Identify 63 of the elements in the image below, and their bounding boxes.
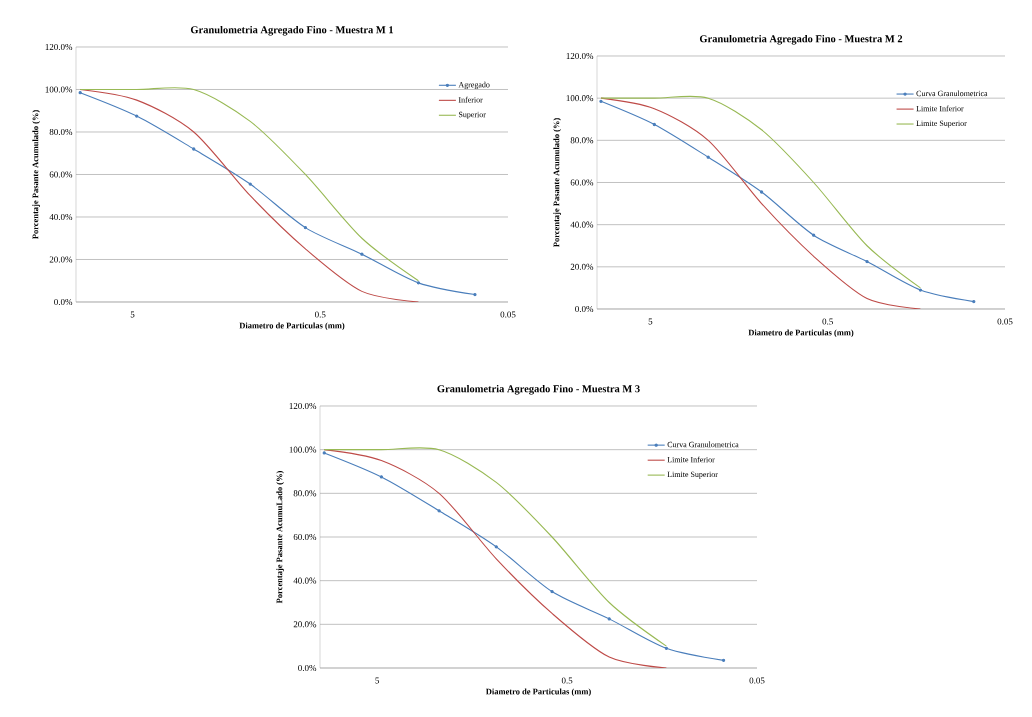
point (416, 281, 421, 285)
point (550, 589, 554, 594)
y-tick-label: 120.0% (289, 402, 317, 410)
point (972, 299, 976, 304)
point (322, 451, 326, 455)
x-tick-label: 0.5 (822, 318, 833, 325)
y-tick-label: 60.0% (570, 179, 594, 186)
point (664, 646, 669, 650)
y-tick-label: 120.0% (566, 52, 594, 60)
y-tick-label: 0.0% (54, 298, 73, 306)
y-tick-label: 80.0% (293, 490, 317, 497)
point (379, 475, 384, 479)
y-tick-label: 100.0% (45, 86, 73, 93)
chart-title: Granulometria Agregado Fino - Muestra M 2 (699, 34, 903, 45)
y-axis-title: Porcentaje Pasante AcumuLado (%) (276, 471, 284, 604)
point (865, 259, 869, 264)
chart-title: Granulometria Agregado Fino - Muestra M 1 (190, 25, 394, 36)
x-tick-label: 5 (130, 311, 135, 318)
x-axis-title: Diametro de Particulas (mm) (485, 688, 591, 697)
x-tick-label: 5 (375, 677, 380, 684)
x-tick-label: 0.05 (500, 311, 516, 318)
point (918, 288, 923, 292)
point (599, 99, 603, 103)
y-tick-label: 40.0% (570, 221, 594, 228)
y-tick-label: 80.0% (49, 128, 73, 136)
point (721, 658, 726, 662)
y-axis-title: Porcentaje Pasante Acumulado (%) (32, 110, 40, 240)
point (135, 114, 139, 118)
y-tick-label: 100.0% (566, 95, 594, 102)
y-axis-title: Porcentaje Pasante Acumulado (%) (553, 118, 561, 248)
y-tick-label: 20.0% (49, 256, 73, 263)
point (78, 91, 82, 95)
point (759, 190, 764, 194)
y-tick-label: 40.0% (293, 577, 317, 584)
x-tick-label: 5 (648, 318, 653, 325)
y-tick-label: 20.0% (570, 263, 594, 270)
y-tick-label: 40.0% (49, 213, 73, 221)
point (248, 182, 252, 186)
x-tick-label: 0.05 (997, 318, 1013, 325)
y-tick-label: 60.0% (293, 533, 317, 541)
x-tick-label: 0.5 (561, 677, 573, 684)
x-tick-label: 0.5 (315, 311, 326, 318)
point (303, 225, 308, 230)
x-axis-title: Diametro de Particulas (mm) (748, 329, 854, 338)
point (473, 292, 477, 297)
x-tick-label: 0.05 (749, 677, 765, 684)
point (192, 147, 196, 151)
point (652, 122, 656, 127)
point (494, 545, 498, 549)
point (706, 155, 710, 159)
point (360, 252, 364, 256)
y-tick-label: 0.0% (575, 305, 594, 313)
x-axis-title: Diametro de Particulas (mm) (239, 322, 345, 331)
y-tick-label: 120.0% (45, 43, 73, 51)
y-tick-label: 60.0% (49, 171, 73, 178)
y-tick-label: 80.0% (570, 137, 594, 144)
point (812, 233, 816, 237)
point (437, 509, 441, 513)
chart-title: Granulometria Agregado Fino - Muestra M 3 (437, 384, 640, 395)
y-tick-label: 0.0% (298, 664, 317, 672)
point (607, 617, 611, 621)
y-tick-label: 20.0% (293, 621, 317, 628)
y-tick-label: 100.0% (289, 446, 317, 453)
